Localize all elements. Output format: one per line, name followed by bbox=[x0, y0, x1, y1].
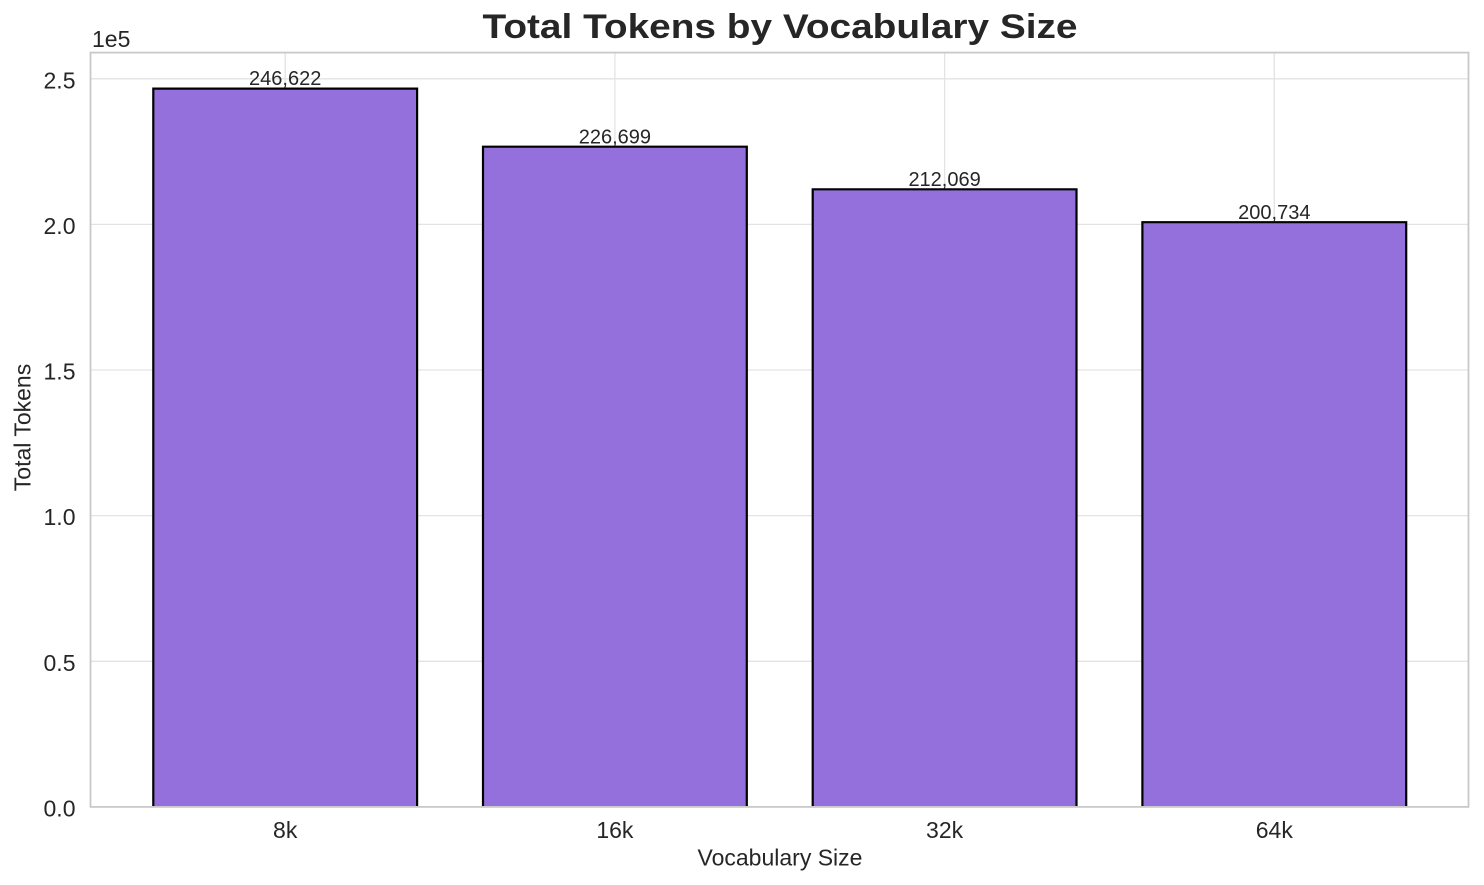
svg-text:16k: 16k bbox=[596, 817, 634, 843]
svg-text:200,734: 200,734 bbox=[1238, 202, 1310, 224]
svg-text:0.5: 0.5 bbox=[44, 650, 76, 676]
svg-text:246,622: 246,622 bbox=[249, 68, 321, 90]
svg-text:Total Tokens by Vocabulary Siz: Total Tokens by Vocabulary Size bbox=[483, 8, 1078, 46]
svg-text:Vocabulary Size: Vocabulary Size bbox=[698, 844, 863, 870]
svg-text:1.5: 1.5 bbox=[44, 359, 76, 385]
svg-text:0.0: 0.0 bbox=[44, 795, 76, 821]
svg-text:8k: 8k bbox=[273, 817, 298, 843]
svg-text:226,699: 226,699 bbox=[579, 126, 651, 148]
svg-text:2.5: 2.5 bbox=[44, 67, 76, 93]
svg-text:64k: 64k bbox=[1256, 817, 1294, 843]
svg-text:Total Tokens: Total Tokens bbox=[10, 364, 36, 491]
svg-text:1.0: 1.0 bbox=[44, 504, 76, 530]
svg-text:2.0: 2.0 bbox=[44, 213, 76, 239]
svg-text:32k: 32k bbox=[926, 817, 964, 843]
svg-text:1e5: 1e5 bbox=[92, 26, 130, 52]
svg-text:212,069: 212,069 bbox=[908, 169, 980, 191]
